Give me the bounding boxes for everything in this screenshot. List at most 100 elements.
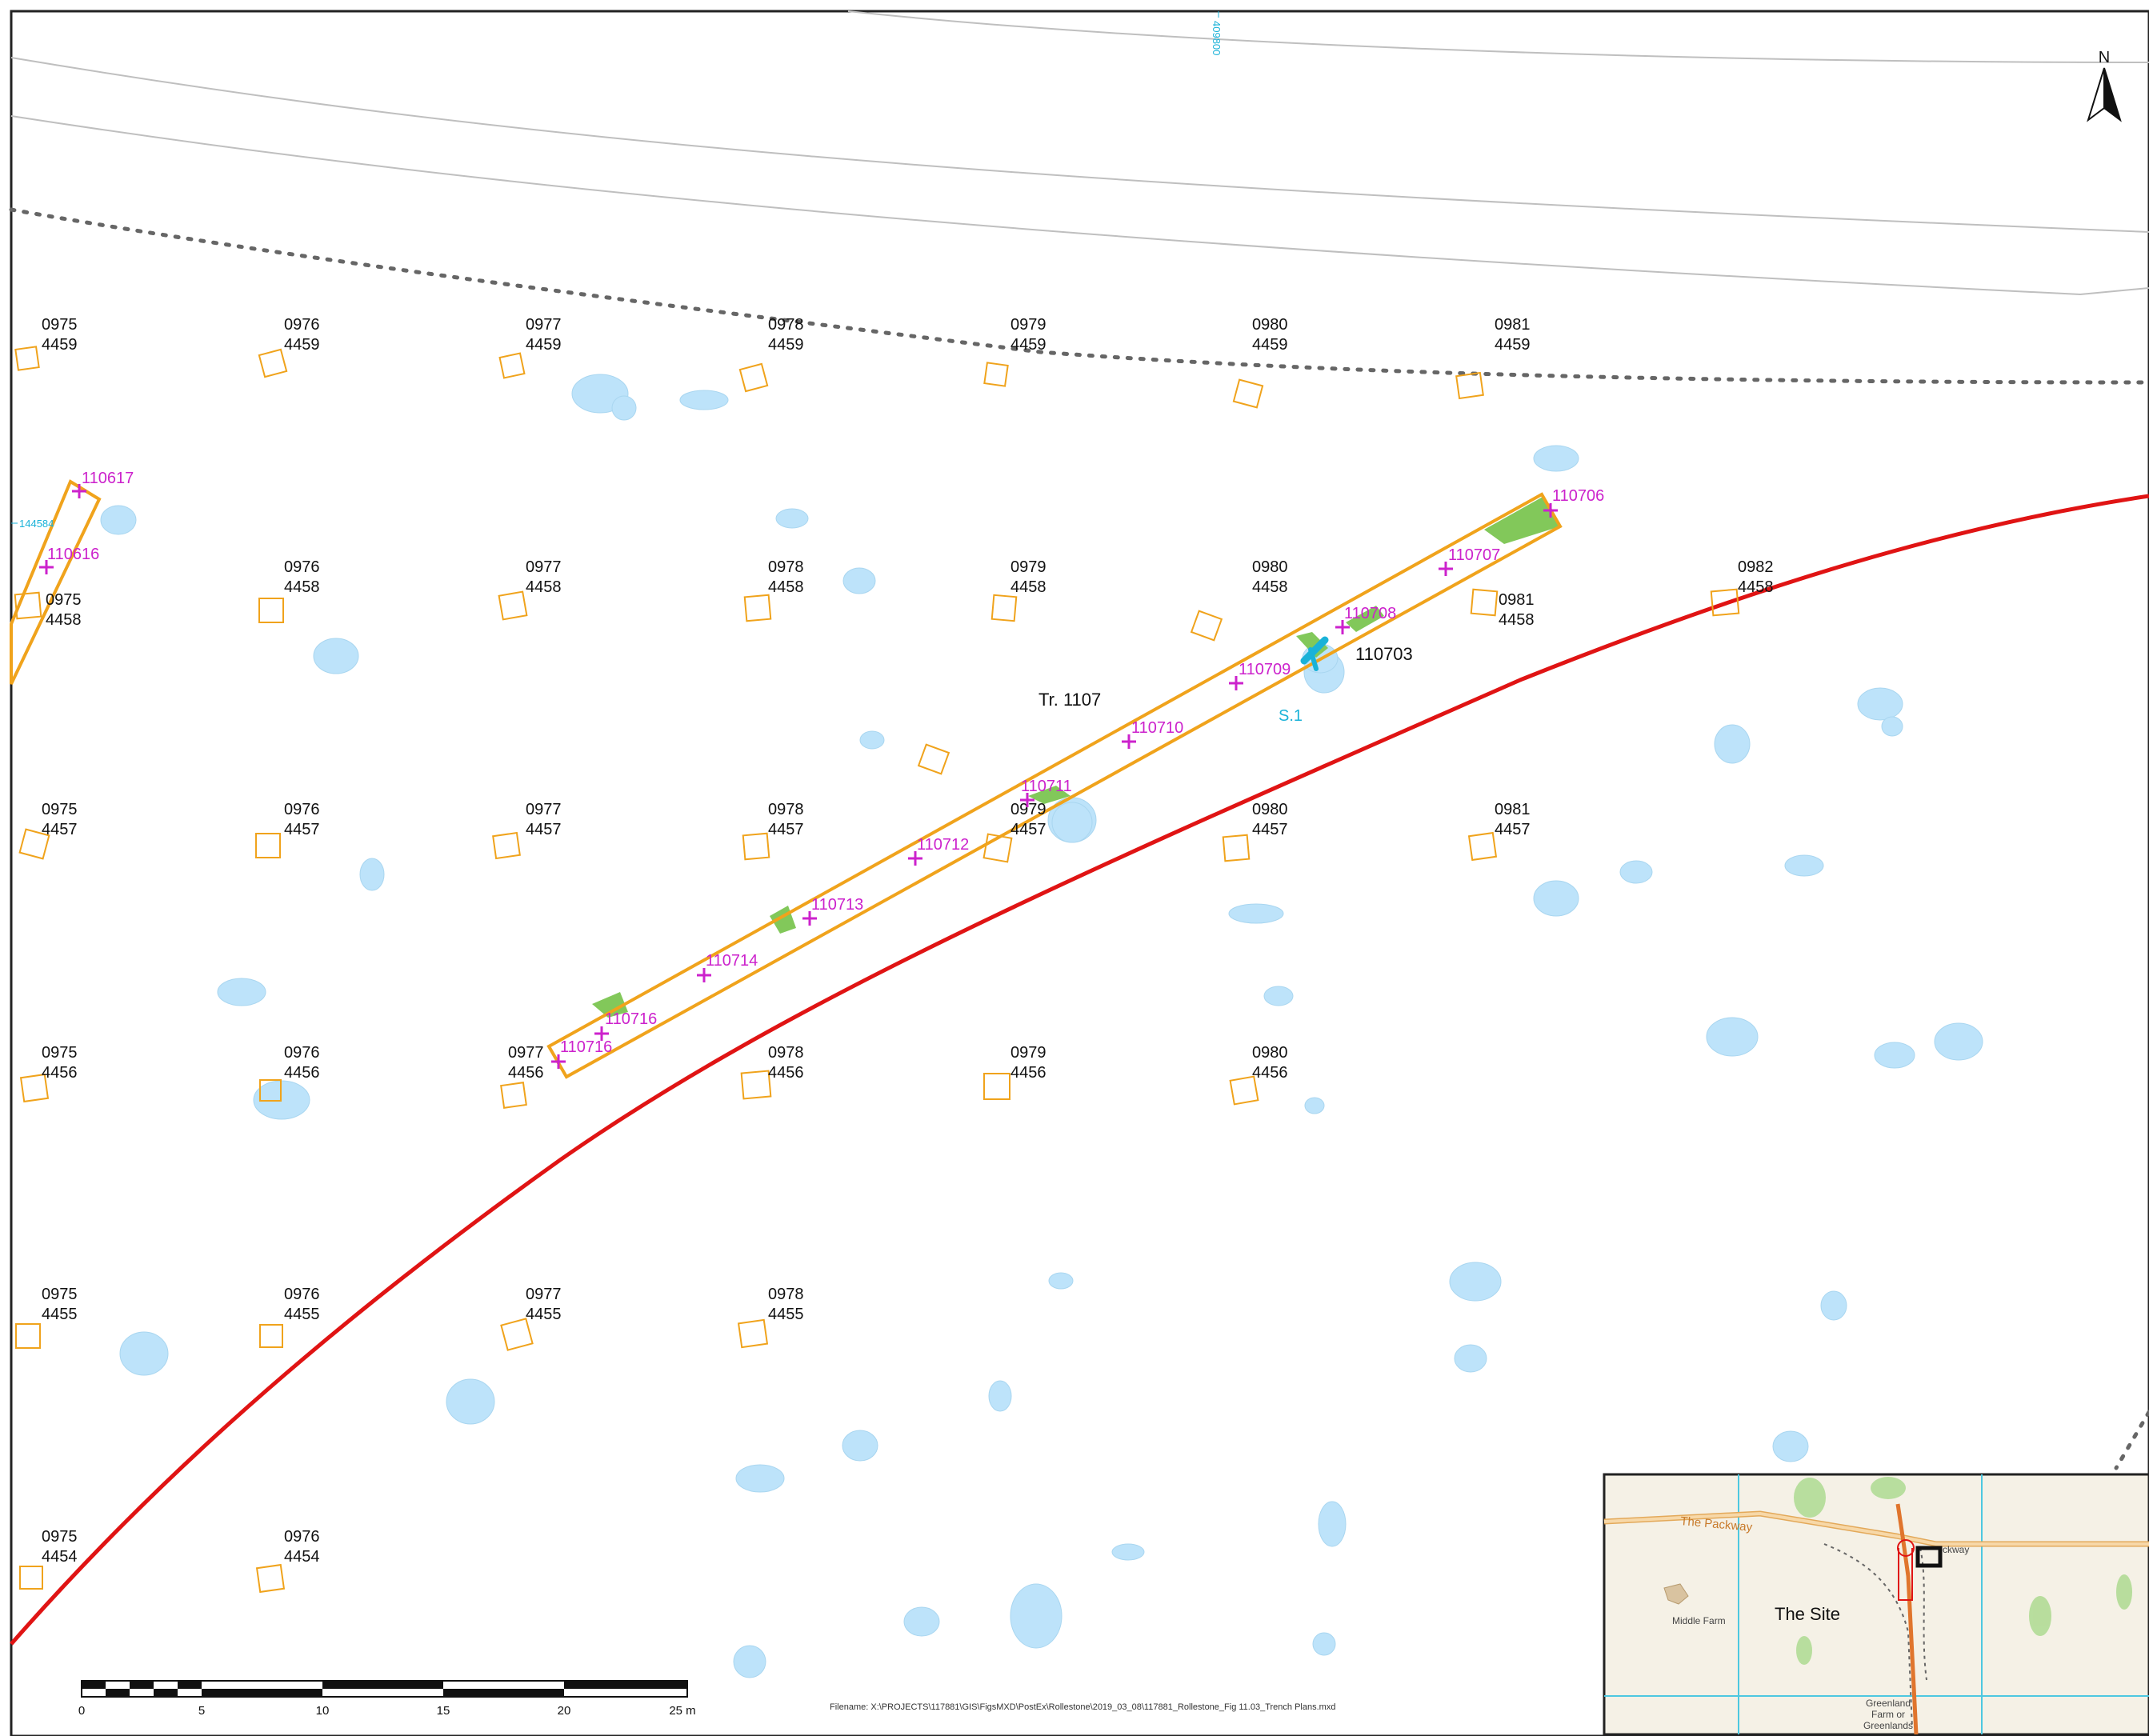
section-line [1300,636,1329,665]
grid-label: 0977 4455 [526,1286,562,1323]
survey-point-labels: 110617 110616 110706 110707 110708 11070… [47,470,1604,1056]
grid-label-northing: 4457 [526,821,562,838]
grid-label-northing: 4456 [1252,1064,1288,1082]
feature-label: 110703 [1355,644,1413,664]
grid-label-northing: 4459 [1010,336,1046,354]
point-label: 110712 [917,836,969,854]
grid-label: 0978 4459 [768,316,804,354]
grid-label-northing: 4454 [284,1548,320,1566]
inset-farm2-label: Greenland [1866,1698,1911,1709]
water-patch [611,395,637,421]
grid-label-easting: 0979 [1010,1044,1046,1062]
grid-label: 0976 4458 [284,558,320,596]
grid-label-northing: 4457 [42,821,78,838]
grid-label-northing: 4456 [284,1064,320,1082]
grid-label-easting: 0977 [526,801,562,818]
grid-label-easting: 0980 [1252,558,1288,576]
grid-label: 0977 4459 [526,316,562,354]
grid-label: 0978 4456 [768,1044,804,1082]
grid-label: 0981 4459 [1495,316,1531,354]
grid-label: 0975 4459 [42,316,78,354]
contour-lines [10,10,2149,296]
survey-point [802,911,817,926]
grid-label-northing: 4459 [284,336,320,354]
survey-point [1229,676,1243,690]
grid-label-northing: 4457 [768,821,804,838]
inset-site-label: The Site [1775,1604,1840,1624]
grid-label-easting: 0975 [42,1528,78,1546]
scale-tick-label: 10 [316,1704,330,1718]
trench-left-outline [10,479,102,685]
grid-label: 0975 4454 [42,1528,78,1566]
survey-point [908,851,922,866]
vegetation-patch [1028,786,1070,804]
water-patch [1533,445,1579,472]
grid-label: 0980 4456 [1252,1044,1288,1082]
grid-label-northing: 4456 [42,1064,78,1082]
grid-label-easting: 0976 [284,1044,320,1062]
survey-point [1020,793,1034,807]
water-patch [1619,860,1653,884]
grid-label: 0976 4456 [284,1044,320,1082]
water-patch [446,1378,495,1425]
grid-label-northing: 4456 [768,1064,804,1082]
water-patch [313,638,359,674]
grid-label-easting: 0976 [284,801,320,818]
grid-label: 0976 4459 [284,316,320,354]
water-patch [1881,716,1903,737]
grid-label-northing: 4457 [1010,821,1046,838]
coord-left-label: 144584 [19,518,54,530]
grid-label-northing: 4455 [284,1306,320,1323]
grid-squares [14,346,1740,1594]
water-patch [217,978,266,1006]
water-patch [1048,1272,1074,1290]
water-patch [1111,1543,1145,1561]
survey-point [594,1026,609,1041]
grid-label-easting: 0976 [284,1286,320,1303]
grid-label-easting: 0978 [768,1044,804,1062]
water-patch [1318,1501,1347,1547]
grid-label-northing: 4459 [1495,336,1531,354]
grid-label: 0977 4457 [526,801,562,838]
grid-label-northing: 4459 [1252,336,1288,354]
grid-label: 0981 4458 [1499,591,1535,629]
grid-label-easting: 0978 [768,801,804,818]
grid-label: 0982 4458 [1738,558,1774,596]
grid-label: 0978 4458 [768,558,804,596]
grid-label: 0975 4457 [42,801,78,838]
grid-label-easting: 0975 [46,591,82,609]
point-label: 110617 [82,470,134,487]
inset-road-label-2: ckway [1943,1544,1969,1555]
point-label: 110716 [605,1010,657,1028]
grid-label-northing: 4458 [1499,611,1535,629]
grid-label-easting: 0977 [526,316,562,334]
inset-farm2-label: Greenlands [1863,1720,1913,1731]
grid-label-northing: 4454 [42,1548,78,1566]
grid-label-easting: 0975 [42,1286,78,1303]
water-patch [1228,903,1284,924]
point-label: 110708 [1344,605,1396,622]
water-patch [859,730,885,750]
grid-label-northing: 4456 [508,1064,544,1082]
grid-label-northing: 4459 [526,336,562,354]
north-arrow: N [2087,49,2122,122]
trench-outline [546,492,1563,1079]
grid-label-northing: 4458 [768,578,804,596]
water-patch [1857,687,1903,721]
grid-label-northing: 4458 [1738,578,1774,596]
water-patch [733,1645,766,1678]
grid-label-easting: 0978 [768,316,804,334]
inset-map: The Packway ckway The Site Middle Farm G… [1603,1473,2149,1736]
vegetation-patch [1484,496,1560,544]
water-patch [1312,1632,1336,1656]
point-label: 110616 [47,546,99,563]
grid-label-easting: 0981 [1495,316,1531,334]
grid-label: 0978 4457 [768,801,804,838]
grid-label-easting: 0976 [284,316,320,334]
grid-label-easting: 0981 [1499,591,1535,609]
inset-farm-label: Middle Farm [1672,1615,1726,1626]
grid-label-easting: 0975 [42,316,78,334]
scale-bar: 0 5 10 15 20 25 m [78,1680,696,1718]
grid-label: 0978 4455 [768,1286,804,1323]
grid-label-northing: 4459 [768,336,804,354]
